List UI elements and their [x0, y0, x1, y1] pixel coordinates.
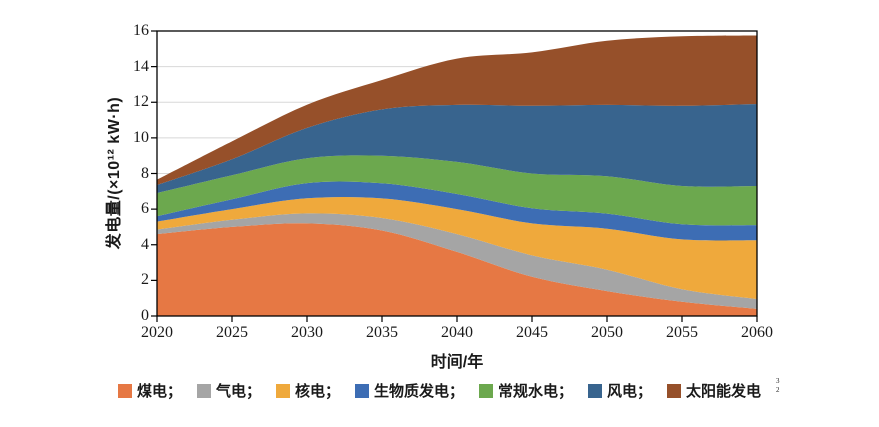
legend-swatch-biomass: [354, 383, 369, 398]
legend-item-hydro: 常规水电；: [479, 380, 573, 401]
plot-border: [156, 30, 758, 317]
x-tick-label-2055: 2055: [666, 324, 698, 341]
legend-item-nuclear: 核电；: [275, 380, 340, 401]
chart-legend: 煤电； 气电； 核电； 生物质发电； 常规水电； 风电； 太阳能发电: [0, 380, 879, 401]
y-tick-label-2: 2: [141, 271, 149, 289]
series-band-solar: [157, 35, 757, 186]
legend-label-gas: 气电；: [215, 383, 261, 400]
y-tick-label-6: 6: [141, 200, 149, 218]
y-tick-label-8: 8: [141, 164, 149, 182]
y-tick-label-14: 14: [133, 57, 149, 75]
x-tick-label-2045: 2045: [516, 324, 548, 341]
x-tick-label-2020: 2020: [141, 324, 173, 341]
legend-item-solar: 太阳能发电: [667, 380, 761, 401]
y-tick-label-0: 0: [141, 307, 149, 324]
legend-label-nuclear: 核电；: [294, 383, 340, 400]
series-band-biomass: [157, 181, 757, 241]
legend-swatch-hydro: [479, 383, 493, 398]
legend-label-solar: 太阳能发电: [686, 383, 762, 400]
x-axis-title: 时间/年: [430, 354, 484, 371]
artifact-text: 3 2: [776, 377, 780, 394]
legend-swatch-solar: [667, 383, 682, 398]
x-tick-label-2025: 2025: [216, 324, 248, 341]
legend-item-wind: 风电；: [588, 380, 652, 401]
legend-label-biomass: 生物质发电；: [373, 383, 464, 400]
legend-item-coal: 煤电；: [117, 380, 182, 401]
x-tick-label-2035: 2035: [366, 324, 398, 341]
legend-item-gas: 气电；: [196, 380, 261, 401]
series-band-gas: [157, 213, 757, 309]
y-tick-label-4: 4: [141, 235, 149, 253]
legend-swatch-wind: [588, 383, 603, 398]
legend-swatch-nuclear: [275, 383, 290, 398]
x-tick-label-2050: 2050: [591, 324, 623, 341]
y-tick-label-16: 16: [133, 22, 149, 39]
x-tick-label-2040: 2040: [441, 324, 473, 341]
legend-label-wind: 风电；: [607, 383, 653, 400]
y-tick-label-12: 12: [133, 93, 149, 111]
legend-label-coal: 煤电；: [136, 383, 182, 400]
series-band-hydro: [157, 155, 757, 226]
series-band-coal: [157, 223, 757, 316]
legend-swatch-gas: [196, 383, 211, 398]
series-band-wind: [157, 104, 757, 194]
x-tick-label-2030: 2030: [291, 324, 323, 341]
y-tick-label-10: 10: [133, 128, 149, 146]
legend-label-hydro: 常规水电；: [498, 383, 574, 400]
series-bands: [157, 35, 757, 316]
tick-marks: [151, 30, 758, 322]
series-band-nuclear: [157, 196, 757, 300]
legend-swatch-coal: [117, 383, 132, 398]
legend-item-biomass: 生物质发电；: [354, 380, 464, 401]
x-tick-label-2060: 2060: [741, 324, 773, 341]
